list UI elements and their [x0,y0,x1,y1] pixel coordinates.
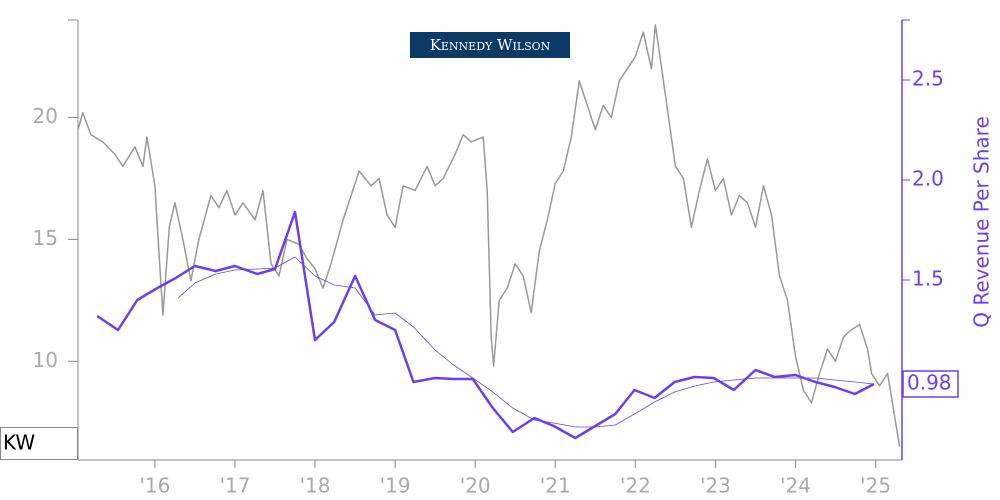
x-tick-label: '18 [300,474,331,498]
ticker-box [0,427,78,460]
y2-tick-label: 2.0 [912,167,944,191]
x-tick-label: '16 [139,474,170,498]
series-line [96,210,875,440]
y2-axis-label: Q Revenue Per Share [970,116,994,328]
series-line [177,256,875,428]
last-value-label: 0.98 [907,371,952,395]
x-tick-label: '17 [219,474,250,498]
x-tick-label: '23 [700,474,731,498]
y-tick-label: 20 [33,104,58,128]
logo-box [410,32,570,58]
x-tick-label: '20 [460,474,491,498]
x-tick-label: '24 [780,474,811,498]
y-tick-label: 10 [33,348,58,372]
last-value-box [902,370,959,398]
y-tick-label: 15 [33,226,58,250]
x-tick-label: '19 [380,474,411,498]
series-line [77,24,901,447]
logo: Kennedy Wilson [430,36,551,54]
y2-tick-label: 1.5 [912,267,944,291]
x-tick-label: '21 [540,474,571,498]
x-tick-label: '25 [860,474,891,498]
y2-tick-label: 2.5 [912,67,944,91]
x-tick-label: '22 [620,474,651,498]
ticker: KW [3,431,35,455]
